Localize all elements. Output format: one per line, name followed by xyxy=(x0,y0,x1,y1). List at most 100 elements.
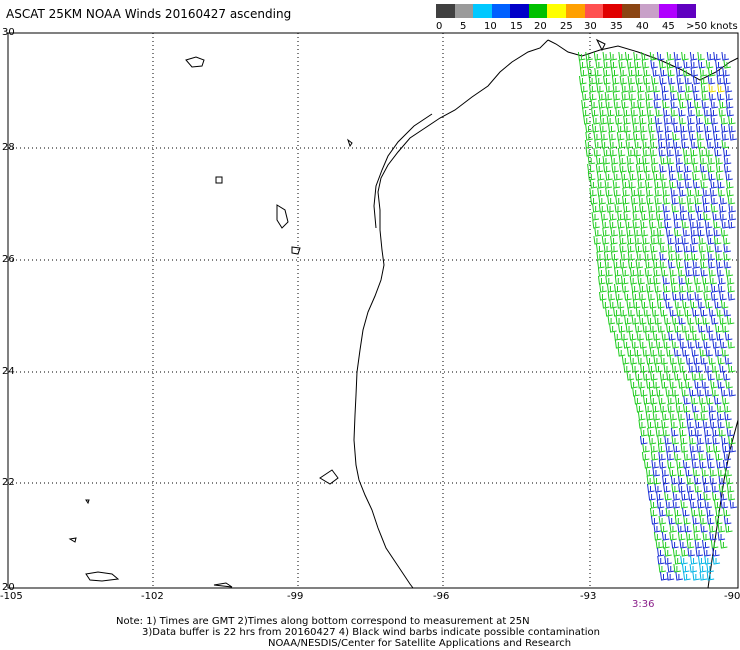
wind-barb xyxy=(714,515,723,525)
wind-barb xyxy=(679,211,688,221)
legend-swatch xyxy=(584,4,604,18)
wind-barb xyxy=(614,267,622,277)
wind-barb xyxy=(709,475,718,485)
wind-barb xyxy=(694,203,703,213)
wind-barb xyxy=(684,91,693,101)
wind-barb xyxy=(715,451,723,461)
wind-barb xyxy=(642,347,651,357)
wind-barb xyxy=(710,315,719,325)
wind-barb xyxy=(625,131,634,141)
wind-barb xyxy=(635,259,644,269)
wind-barb xyxy=(610,243,619,253)
eastern-coastline xyxy=(547,39,739,81)
wind-barb xyxy=(690,555,698,565)
wind-barb xyxy=(666,147,674,157)
wind-barb xyxy=(603,75,611,85)
wind-barb xyxy=(666,59,674,69)
wind-barb xyxy=(654,195,662,205)
wind-barb xyxy=(727,195,736,205)
wind-barb xyxy=(687,547,695,557)
wind-barb xyxy=(696,131,705,141)
wind-barb xyxy=(632,387,640,397)
wind-barb xyxy=(672,443,681,453)
wind-barb xyxy=(695,115,704,125)
wind-barb xyxy=(662,275,671,285)
wind-barb xyxy=(599,107,607,117)
wind-barb xyxy=(721,51,730,61)
wind-barb xyxy=(700,83,709,93)
wind-barb xyxy=(605,171,613,181)
wind-barb xyxy=(621,267,630,277)
wind-barb xyxy=(670,91,678,101)
note-line-1: Note: 1) Times are GMT 2)Times along bot… xyxy=(116,616,530,627)
wind-barb xyxy=(666,155,675,165)
wind-barb xyxy=(647,203,656,213)
wind-barb xyxy=(660,379,669,389)
wind-barb xyxy=(712,339,720,349)
wind-barb xyxy=(726,483,735,493)
wind-barb xyxy=(659,67,668,77)
wind-barb xyxy=(709,531,717,541)
wind-barb xyxy=(716,75,725,85)
wind-barb xyxy=(715,155,723,165)
wind-barb xyxy=(723,251,731,261)
latitude-label: 28 xyxy=(2,142,15,153)
wind-barb xyxy=(694,187,703,197)
wind-barb xyxy=(673,563,681,573)
wind-barb xyxy=(726,179,734,189)
wind-barb xyxy=(697,227,705,237)
wind-barb xyxy=(669,267,677,277)
wind-barb xyxy=(592,203,600,213)
wind-barb xyxy=(654,179,662,189)
wind-barb xyxy=(722,507,731,517)
wind-barb xyxy=(647,427,655,437)
wind-barb xyxy=(647,123,656,133)
wind-barbs xyxy=(577,51,738,581)
wind-barb xyxy=(682,147,691,157)
wind-barb xyxy=(718,475,727,485)
wind-barb xyxy=(689,323,697,333)
wind-barb xyxy=(667,243,676,253)
wind-barb xyxy=(625,219,633,229)
wind-barb xyxy=(725,475,734,485)
wind-barb xyxy=(692,171,700,181)
wind-barb xyxy=(678,99,687,109)
wind-barb xyxy=(690,147,698,157)
wind-barb xyxy=(634,67,643,77)
wind-barb xyxy=(690,451,699,461)
legend-label: 5 xyxy=(460,21,467,32)
wind-barb xyxy=(715,371,724,381)
latitude-label: 20 xyxy=(2,582,15,593)
wind-barb xyxy=(710,99,719,109)
wind-barb xyxy=(706,139,715,149)
wind-barb xyxy=(711,363,720,373)
wind-barb xyxy=(676,259,684,269)
wind-barb xyxy=(706,243,714,253)
wind-barb xyxy=(678,315,686,325)
wind-barb xyxy=(709,419,718,429)
wind-barb xyxy=(662,107,671,117)
wind-barb xyxy=(661,411,670,421)
wind-barb xyxy=(684,251,692,261)
wind-barb xyxy=(610,155,619,165)
wind-barb xyxy=(679,539,688,549)
wind-barb xyxy=(594,67,602,77)
wind-barb xyxy=(671,539,679,549)
wind-barb xyxy=(623,339,631,349)
wind-barb xyxy=(721,443,730,453)
wind-barb xyxy=(686,475,695,485)
wind-barb xyxy=(648,491,656,501)
wind-barb xyxy=(629,267,638,277)
wind-barb xyxy=(640,299,649,309)
wind-barb xyxy=(672,291,680,301)
wind-barb xyxy=(675,251,683,261)
longitude-label: -93 xyxy=(580,591,597,602)
wind-barb xyxy=(647,419,655,429)
wind-barb xyxy=(724,467,733,477)
wind-barb xyxy=(692,179,701,189)
wind-barb xyxy=(687,203,696,213)
wind-barb xyxy=(701,475,710,485)
wind-barb xyxy=(658,563,666,573)
wind-barb xyxy=(679,435,688,445)
wind-barb xyxy=(621,355,630,365)
